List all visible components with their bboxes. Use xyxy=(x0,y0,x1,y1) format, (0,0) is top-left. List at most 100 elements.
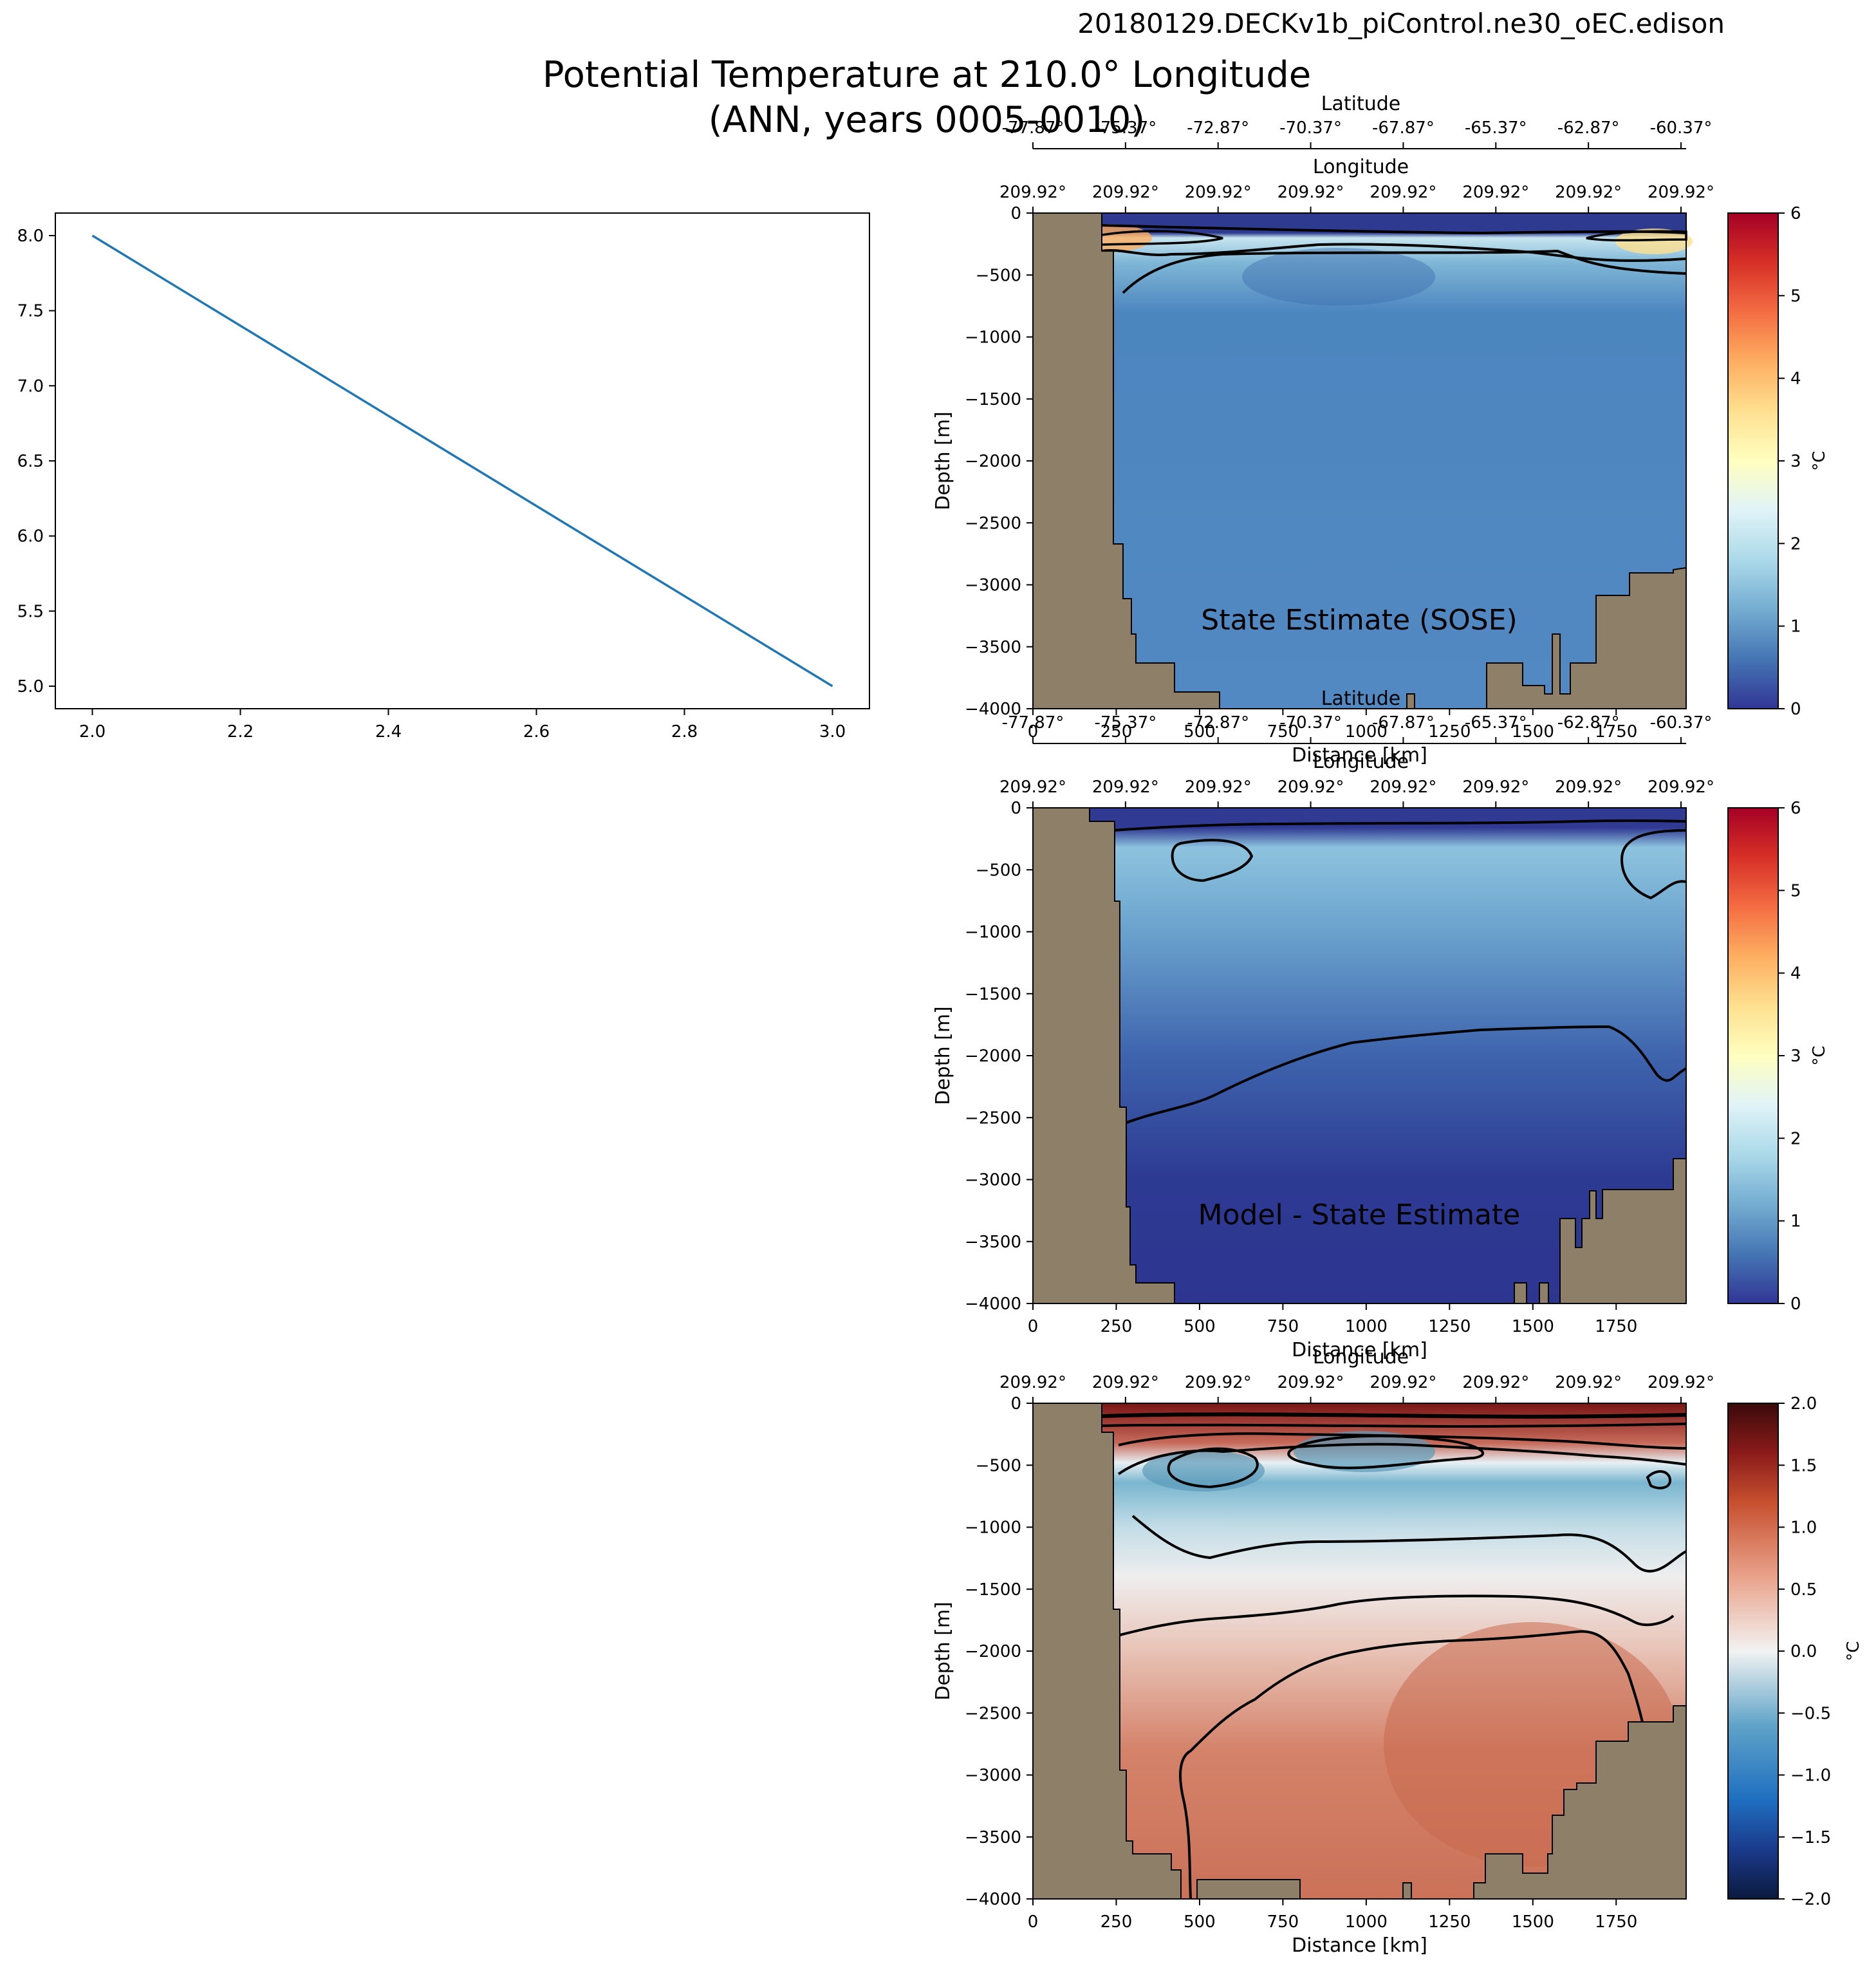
longitude-tick-label: 209.92° xyxy=(1462,778,1529,797)
x-tick-label: 2.2 xyxy=(227,722,254,742)
difference-colorbar-ticks: −2.0 −1.5 −1.0 −0.5 0.0 0.5 1.0 1.5 2.0 °C xyxy=(1778,1394,1863,1909)
longitude-tick-label: 209.92° xyxy=(1648,183,1714,202)
model-contour xyxy=(1113,819,1687,832)
y-tick-label: 5.5 xyxy=(17,602,44,621)
model-contour xyxy=(1620,829,1687,900)
line-series xyxy=(91,234,833,687)
model-land xyxy=(1032,807,1175,1304)
sose-warm-patch-right xyxy=(1615,229,1693,254)
longitude-tick-label: 209.92° xyxy=(999,778,1066,797)
distance-tick-label: 1750 xyxy=(1595,722,1637,742)
distance-tick-label: 1250 xyxy=(1428,1912,1471,1932)
y-tick-label: 8.0 xyxy=(17,227,44,246)
distance-tick-label: 750 xyxy=(1267,722,1299,742)
model-axes: 0 250 500 750 1000 1250 1500 1750 Distance [km] 0… xyxy=(932,687,1714,1361)
distance-tick-label: 250 xyxy=(1101,1912,1133,1932)
longitude-tick-label: 209.92° xyxy=(1370,778,1436,797)
difference-land xyxy=(1032,1403,1182,1900)
colorbar-tick-label: 3 xyxy=(1790,452,1801,471)
depth-tick-label: −3000 xyxy=(965,1766,1021,1786)
depth-tick-label: 0 xyxy=(1010,799,1021,818)
sose-section-field xyxy=(1033,213,1686,709)
line-chart-y-ticks: 5.0 5.5 6.0 6.5 7.0 7.5 8.0 xyxy=(17,227,55,696)
sose-land xyxy=(1486,566,1687,709)
y-tick-label: 7.5 xyxy=(17,302,44,321)
distance-tick-label: 750 xyxy=(1267,1912,1299,1932)
y-tick-label: 7.0 xyxy=(17,377,44,396)
distance-tick-label: 750 xyxy=(1267,1317,1299,1336)
sose-land xyxy=(1032,212,1220,709)
distance-tick-label: 1000 xyxy=(1345,722,1388,742)
distance-tick-label: 1750 xyxy=(1595,1912,1637,1932)
difference-cool-patch xyxy=(1294,1431,1435,1472)
distance-tick-label: 1500 xyxy=(1512,1317,1554,1336)
longitude-tick-label: 209.92° xyxy=(1185,183,1252,202)
longitude-axis-label: Longitude xyxy=(1313,156,1409,178)
sose-axes: 0 250 500 750 1000 1250 1500 1750 Distance [km] 0… xyxy=(932,93,1714,767)
colorbar-tick-label: 1 xyxy=(1790,1212,1801,1231)
sose-colorbar-ticks: 0 1 2 3 4 5 6 °C xyxy=(1778,204,1829,719)
depth-tick-label: −500 xyxy=(976,1456,1021,1475)
distance-tick-label: 500 xyxy=(1184,1912,1216,1932)
distance-tick-label: 1250 xyxy=(1428,1317,1471,1336)
depth-tick-label: 0 xyxy=(1010,204,1021,223)
longitude-tick-label: 209.92° xyxy=(1185,1373,1252,1392)
latitude-tick-label: -62.87° xyxy=(1557,713,1620,733)
depth-tick-label: −500 xyxy=(976,266,1021,285)
depth-tick-label: −2000 xyxy=(965,1047,1021,1066)
model-section-panel: Model - State Estimate 0 250 500 750 1000 125… xyxy=(932,687,1829,1361)
x-tick-label: 2.6 xyxy=(523,722,550,742)
x-tick-label: 3.0 xyxy=(819,722,846,742)
longitude-axis-label: Longitude xyxy=(1313,1346,1409,1368)
distance-tick-label: 1500 xyxy=(1512,722,1554,742)
x-tick-label: 2.8 xyxy=(671,722,698,742)
colorbar-tick-label: 5 xyxy=(1790,881,1801,901)
depth-tick-label: −3500 xyxy=(965,1233,1021,1252)
longitude-tick-label: 209.92° xyxy=(1092,778,1159,797)
model-land xyxy=(1514,1282,1527,1304)
y-tick-label: 5.0 xyxy=(17,677,44,696)
difference-section-panel: 0 250 500 750 1000 1250 1500 1750 Distance [km] 0… xyxy=(932,1346,1863,1957)
depth-tick-label: −2500 xyxy=(965,514,1021,533)
sose-contour xyxy=(1101,230,1223,246)
difference-contour xyxy=(1101,1412,1687,1419)
colorbar-tick-label: −2.0 xyxy=(1790,1890,1831,1909)
latitude-tick-label: -70.37° xyxy=(1279,118,1342,138)
run-name: 20180129.DECKv1b_piControl.ne30_oEC.edis… xyxy=(1077,8,1725,39)
model-colorbar-ticks: 0 1 2 3 4 5 6 °C xyxy=(1778,799,1829,1314)
distance-tick-label: 0 xyxy=(1028,1317,1039,1336)
line-chart: 2.0 2.2 2.4 2.6 2.8 3.0 5.0 5.5 6.0 6.5 7.0 7.5 8.0 xyxy=(17,212,870,742)
longitude-tick-label: 209.92° xyxy=(1462,1373,1529,1392)
distance-tick-label: 250 xyxy=(1101,722,1133,742)
colorbar-tick-label: 0.0 xyxy=(1790,1642,1817,1661)
distance-tick-label: 1000 xyxy=(1345,1317,1388,1336)
latitude-tick-label: -65.37° xyxy=(1465,118,1527,138)
latitude-tick-label: -60.37° xyxy=(1650,118,1713,138)
line-chart-x-ticks: 2.0 2.2 2.4 2.6 2.8 3.0 xyxy=(79,709,846,742)
depth-tick-label: −2500 xyxy=(965,1704,1021,1723)
longitude-tick-label: 209.92° xyxy=(1555,1373,1622,1392)
latitude-tick-label: -77.87° xyxy=(1002,713,1064,733)
latitude-tick-label: -62.87° xyxy=(1557,118,1620,138)
difference-contour xyxy=(1131,1515,1687,1573)
colorbar-tick-label: −1.5 xyxy=(1790,1828,1831,1847)
depth-tick-label: −4000 xyxy=(965,1294,1021,1314)
colorbar-tick-label: 3 xyxy=(1790,1047,1801,1066)
distance-tick-label: 1500 xyxy=(1512,1912,1554,1932)
depth-tick-label: −2500 xyxy=(965,1108,1021,1128)
distance-tick-label: 0 xyxy=(1028,1912,1039,1932)
longitude-tick-label: 209.92° xyxy=(1185,778,1252,797)
colorbar-tick-label: 2 xyxy=(1790,534,1801,554)
model-land xyxy=(1539,1282,1549,1304)
longitude-tick-label: 209.92° xyxy=(999,1373,1066,1392)
model-contour xyxy=(1171,839,1254,883)
latitude-tick-label: -65.37° xyxy=(1465,713,1527,733)
distance-tick-label: 250 xyxy=(1101,1317,1133,1336)
sose-colorbar xyxy=(1727,212,1779,709)
model-colorbar xyxy=(1727,807,1779,1304)
sose-contour xyxy=(1122,249,1687,294)
x-tick-label: 2.0 xyxy=(79,722,106,742)
depth-tick-label: −1000 xyxy=(965,1518,1021,1538)
colorbar-tick-label: 2 xyxy=(1790,1129,1801,1148)
